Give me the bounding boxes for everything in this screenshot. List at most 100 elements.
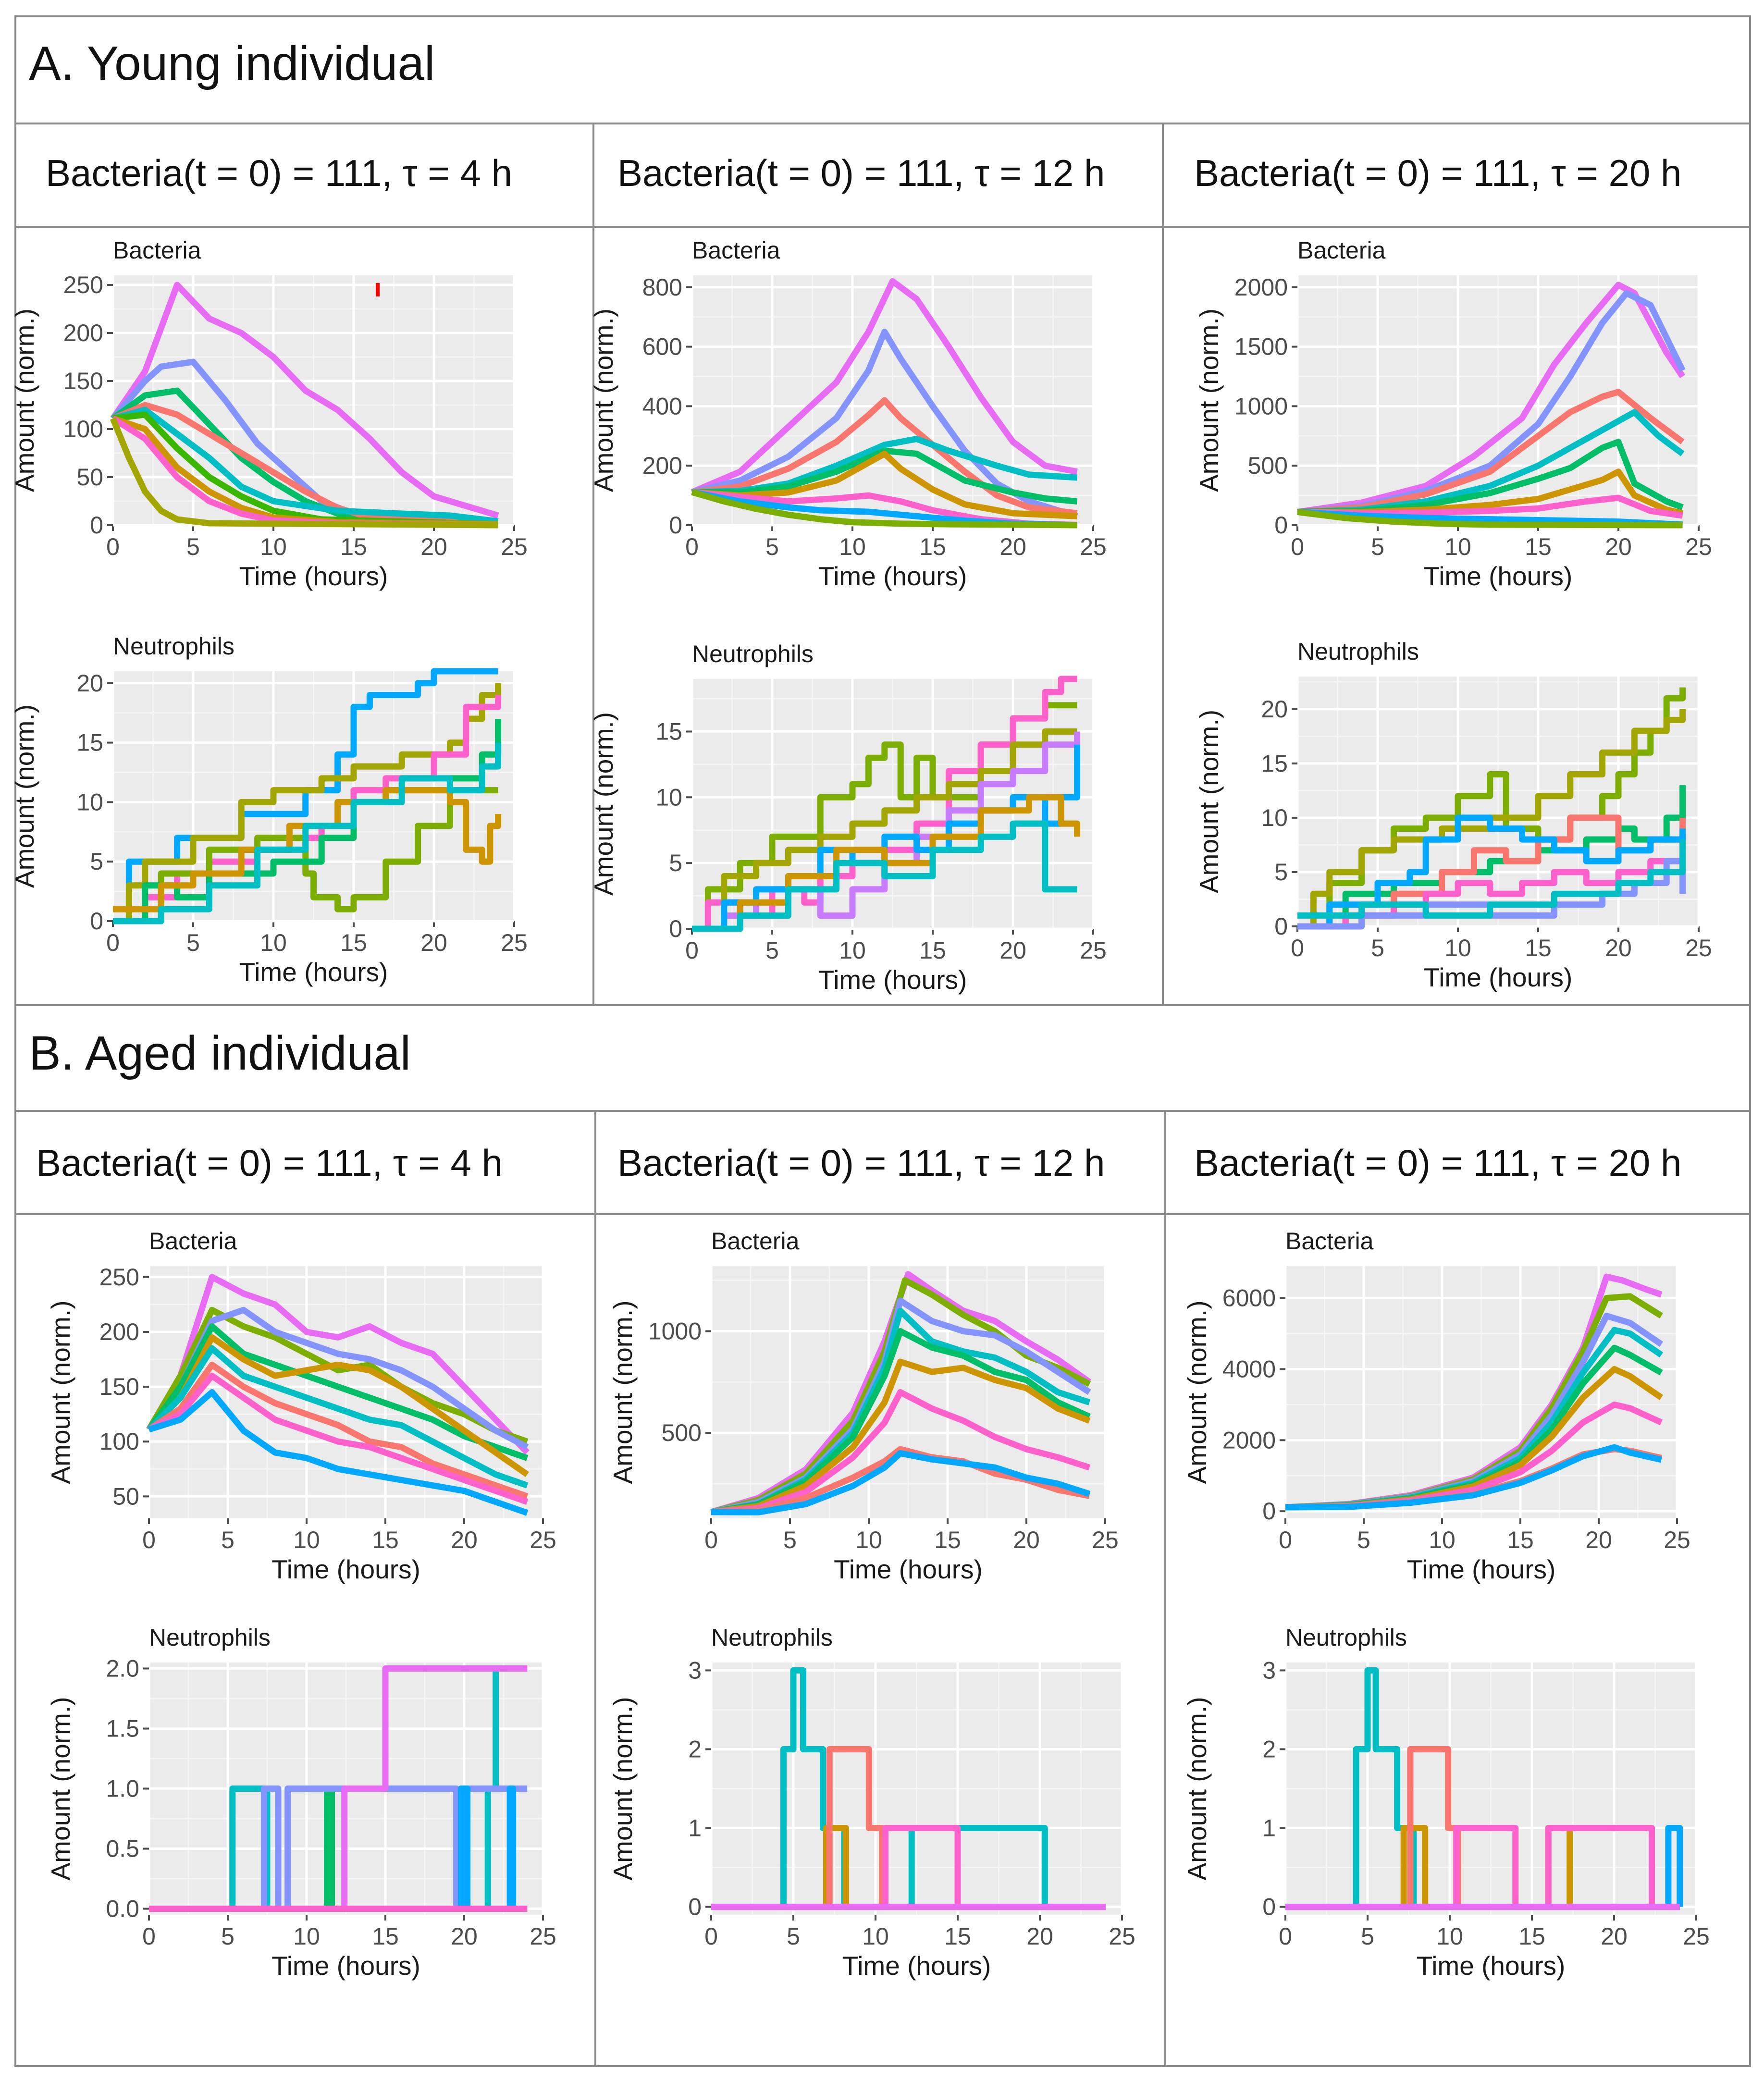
x-tick-label: 25 [1683, 1923, 1710, 1950]
x-tick-label: 5 [1361, 1923, 1374, 1950]
x-tick-label: 25 [1092, 1527, 1119, 1553]
x-axis-label: Time (hours) [271, 1951, 420, 1981]
panel-A2-bacteria: 0 5 10 15 20 25 0 200 400 600 800 Bacteria Time (hou… [589, 237, 1107, 591]
y-tick-label: 1 [1262, 1815, 1276, 1842]
y-tick-label: 2000 [1234, 274, 1288, 301]
x-axis-label: Time (hours) [1407, 1554, 1556, 1584]
x-tick-label: 20 [1026, 1923, 1053, 1950]
series-line-3 [711, 1746, 1106, 1910]
x-tick-label: 5 [186, 929, 200, 956]
x-axis-label: Time (hours) [1424, 962, 1573, 992]
x-tick-label: 10 [855, 1527, 882, 1553]
series-line-4 [146, 1323, 529, 1461]
y-axis-label: Amount (norm.) [589, 712, 618, 896]
x-tick-label: 25 [1080, 533, 1107, 560]
series-line-3 [111, 387, 498, 527]
series-line-9 [1285, 1444, 1662, 1511]
y-tick-label: 0 [1274, 512, 1288, 539]
panel-A3-bacteria: 0 5 10 15 20 25 0 500 1000 1500 2000 Bacteria Time (… [1194, 237, 1712, 591]
y-axis-label: Amount (norm.) [608, 1697, 638, 1880]
x-tick-label: 0 [1279, 1923, 1292, 1950]
y-tick-label: 0 [688, 1894, 702, 1921]
x-tick-label: 20 [1605, 533, 1632, 560]
y-tick-label: 5 [1274, 859, 1288, 886]
series-line-1 [710, 1271, 1091, 1515]
frame-bottom [14, 2065, 1751, 2067]
series-line-5 [692, 744, 1081, 932]
x-tick-label: 0 [685, 937, 699, 964]
y-tick-label: 2 [1262, 1736, 1276, 1762]
y-tick-label: 3 [1262, 1657, 1276, 1684]
x-tick-label: 5 [783, 1527, 797, 1553]
series-line-1 [1297, 282, 1685, 515]
series-line-6 [147, 1345, 529, 1489]
series-line-9 [148, 1389, 529, 1516]
x-tick-label: 0 [106, 929, 120, 956]
series-line-5 [1297, 439, 1684, 515]
x-tick-label: 0 [142, 1527, 156, 1553]
plot-title: Bacteria [692, 237, 780, 264]
x-tick-label: 15 [1525, 533, 1552, 560]
col-divider-a2 [1162, 123, 1164, 1004]
rule-ab [14, 1004, 1751, 1006]
panel-A1-neutrophils: 0 5 10 15 20 25 0 5 10 15 20 Neutrophils Time (hours… [10, 633, 528, 987]
x-tick-label: 25 [501, 533, 528, 560]
x-tick-label: 15 [944, 1923, 971, 1950]
y-tick-label: 2.0 [106, 1655, 139, 1682]
section-a-header-tau12: Bacteria(t = 0) = 111, τ = 12 h [617, 152, 1105, 194]
x-tick-label: 15 [340, 533, 367, 560]
x-tick-label: 15 [340, 929, 367, 956]
frame-left [14, 15, 16, 2067]
y-tick-label: 6000 [1222, 1285, 1276, 1312]
series-line-1 [711, 1667, 1106, 1910]
panel-B1-neutrophils: 0 5 10 15 20 25 0.0 0.5 1.0 1.5 2.0 Neutrophils Time… [46, 1624, 556, 1981]
x-tick-label: 25 [501, 929, 528, 956]
panel-A3-neutrophils: 0 5 10 15 20 25 0 5 10 15 20 Neutrophils Time (hours… [1194, 638, 1712, 992]
plot-title: Bacteria [1297, 237, 1386, 264]
panel-B1-bacteria: 0 5 10 15 20 25 50 100 150 200 250 Bacteria Time (ho… [46, 1228, 556, 1584]
x-tick-label: 5 [765, 937, 779, 964]
x-tick-label: 0 [685, 533, 699, 560]
series-line-5 [147, 1334, 529, 1478]
y-tick-label: 200 [642, 452, 682, 479]
y-tick-label: 0 [1262, 1498, 1276, 1525]
y-axis-label: Amount (norm.) [10, 704, 39, 888]
x-tick-label: 0 [704, 1527, 718, 1553]
x-tick-label: 20 [999, 937, 1026, 964]
y-tick-label: 600 [642, 333, 682, 360]
x-tick-label: 25 [1664, 1527, 1690, 1553]
x-tick-label: 5 [221, 1923, 234, 1950]
y-tick-label: 10 [655, 784, 682, 811]
x-tick-label: 10 [293, 1923, 320, 1950]
y-axis-label: Amount (norm.) [46, 1697, 75, 1880]
x-tick-label: 0 [1279, 1527, 1292, 1553]
series-line-3 [149, 1785, 528, 1912]
y-tick-label: 5 [669, 850, 682, 876]
col-divider-b1 [594, 1110, 596, 2066]
series-line-5 [1297, 814, 1686, 930]
series-line-5 [112, 406, 499, 525]
series-line-3 [691, 397, 1078, 517]
panel-B2-bacteria: 0 5 10 15 20 25 500 1000 Bacteria Time (hours) Amo… [608, 1228, 1119, 1584]
x-axis-label: Time (hours) [239, 957, 388, 987]
x-tick-label: 10 [1436, 1923, 1463, 1950]
y-tick-label: 15 [76, 729, 103, 756]
section-b-header-tau20: Bacteria(t = 0) = 111, τ = 20 h [1194, 1142, 1682, 1184]
series-line-1 [691, 278, 1078, 495]
y-tick-label: 1 [688, 1815, 702, 1842]
y-tick-label: 0 [90, 908, 103, 935]
x-tick-label: 5 [765, 533, 779, 560]
series-line-1 [110, 282, 499, 519]
x-tick-label: 10 [260, 533, 287, 560]
x-tick-label: 0 [704, 1923, 718, 1950]
y-tick-label: 10 [76, 788, 103, 815]
x-tick-label: 10 [862, 1923, 889, 1950]
rule-b-header [14, 1213, 1751, 1215]
x-tick-label: 5 [1357, 1527, 1370, 1553]
x-tick-label: 20 [1605, 935, 1632, 961]
x-tick-label: 10 [260, 929, 287, 956]
y-tick-label: 800 [642, 274, 682, 301]
x-tick-label: 5 [787, 1923, 800, 1950]
y-tick-label: 0 [90, 512, 103, 539]
